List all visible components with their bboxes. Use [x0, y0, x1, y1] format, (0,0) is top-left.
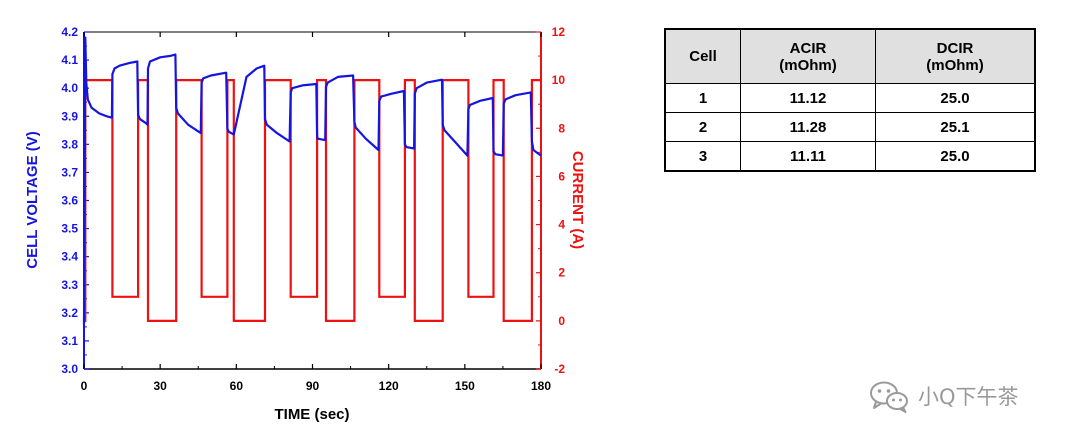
y-tick-label: 3.4 [61, 250, 78, 264]
y2-tick-label: 10 [552, 73, 566, 87]
cell-id: 1 [664, 83, 741, 113]
table-header-row: Cell ACIR (mOhm) DCIR (mOhm) [664, 28, 1036, 84]
chart-series [82, 36, 542, 325]
y2-axis-title: CURRENT (A) [569, 151, 586, 249]
table-row: 1 11.12 25.0 [664, 83, 1036, 113]
cell-id: 2 [664, 112, 741, 142]
y-tick-label: 3.9 [61, 109, 78, 123]
acir-value: 11.28 [740, 112, 876, 142]
header-acir: ACIR (mOhm) [740, 28, 876, 84]
y-tick-label: 3.5 [61, 222, 78, 236]
y-axis-title: CELL VOLTAGE (V) [24, 131, 41, 269]
acir-value: 11.12 [740, 83, 876, 113]
y-tick-label: 3.8 [61, 137, 78, 151]
dcir-value: 25.1 [875, 112, 1036, 142]
y-tick-label: 3.2 [61, 306, 78, 320]
cell-id: 3 [664, 141, 741, 172]
header-cell: Cell [664, 28, 741, 84]
y2-tick-label: 0 [558, 314, 565, 328]
x-tick-label: 90 [306, 379, 320, 393]
x-tick-label: 150 [455, 379, 475, 393]
chart-axes [83, 31, 542, 370]
y2-tick-label: -2 [554, 362, 565, 376]
y-tick-label: 3.1 [61, 334, 78, 348]
y2-tick-label: 6 [558, 169, 565, 183]
y-tick-label: 3.7 [61, 165, 78, 179]
chart-ticks: 0 30 60 90 120 150 1803.03.13.23.33.43.53.63.7… [61, 25, 565, 393]
wechat-icon [870, 381, 908, 413]
x-tick-label: 30 [153, 379, 167, 393]
x-tick-label: 120 [379, 379, 399, 393]
y-tick-label: 3.0 [61, 362, 78, 376]
cell-resistance-table: Cell ACIR (mOhm) DCIR (mOhm) 1 11.12 25.0 … [664, 28, 1036, 172]
y-tick-label: 4.1 [61, 53, 78, 67]
y-tick-label: 3.6 [61, 194, 78, 208]
y2-tick-label: 12 [552, 25, 566, 39]
table-row: 2 11.28 25.1 [664, 112, 1036, 142]
current-series-line [84, 78, 541, 322]
watermark: 小Q下午茶 [868, 378, 1019, 414]
table-row: 3 11.11 25.0 [664, 141, 1036, 172]
y2-tick-label: 2 [558, 266, 565, 280]
dcir-value: 25.0 [875, 83, 1036, 113]
y2-tick-label: 8 [558, 121, 565, 135]
header-dcir: DCIR (mOhm) [875, 28, 1036, 84]
voltage-series-line [82, 36, 542, 325]
watermark-text: 小Q下午茶 [918, 385, 1019, 409]
y-tick-label: 3.3 [61, 278, 78, 292]
y2-tick-label: 4 [558, 218, 565, 232]
x-tick-label: 60 [230, 379, 244, 393]
chart: 0 30 60 90 120 150 1803.03.13.23.33.43.53.63.7… [24, 25, 586, 423]
x-tick-label: 0 [81, 379, 88, 393]
acir-value: 11.11 [740, 141, 876, 172]
x-tick-label: 180 [531, 379, 551, 393]
x-axis-title: TIME (sec) [274, 406, 349, 423]
dcir-value: 25.0 [875, 141, 1036, 172]
y-tick-label: 4.2 [61, 25, 78, 39]
y-tick-label: 4.0 [61, 81, 78, 95]
